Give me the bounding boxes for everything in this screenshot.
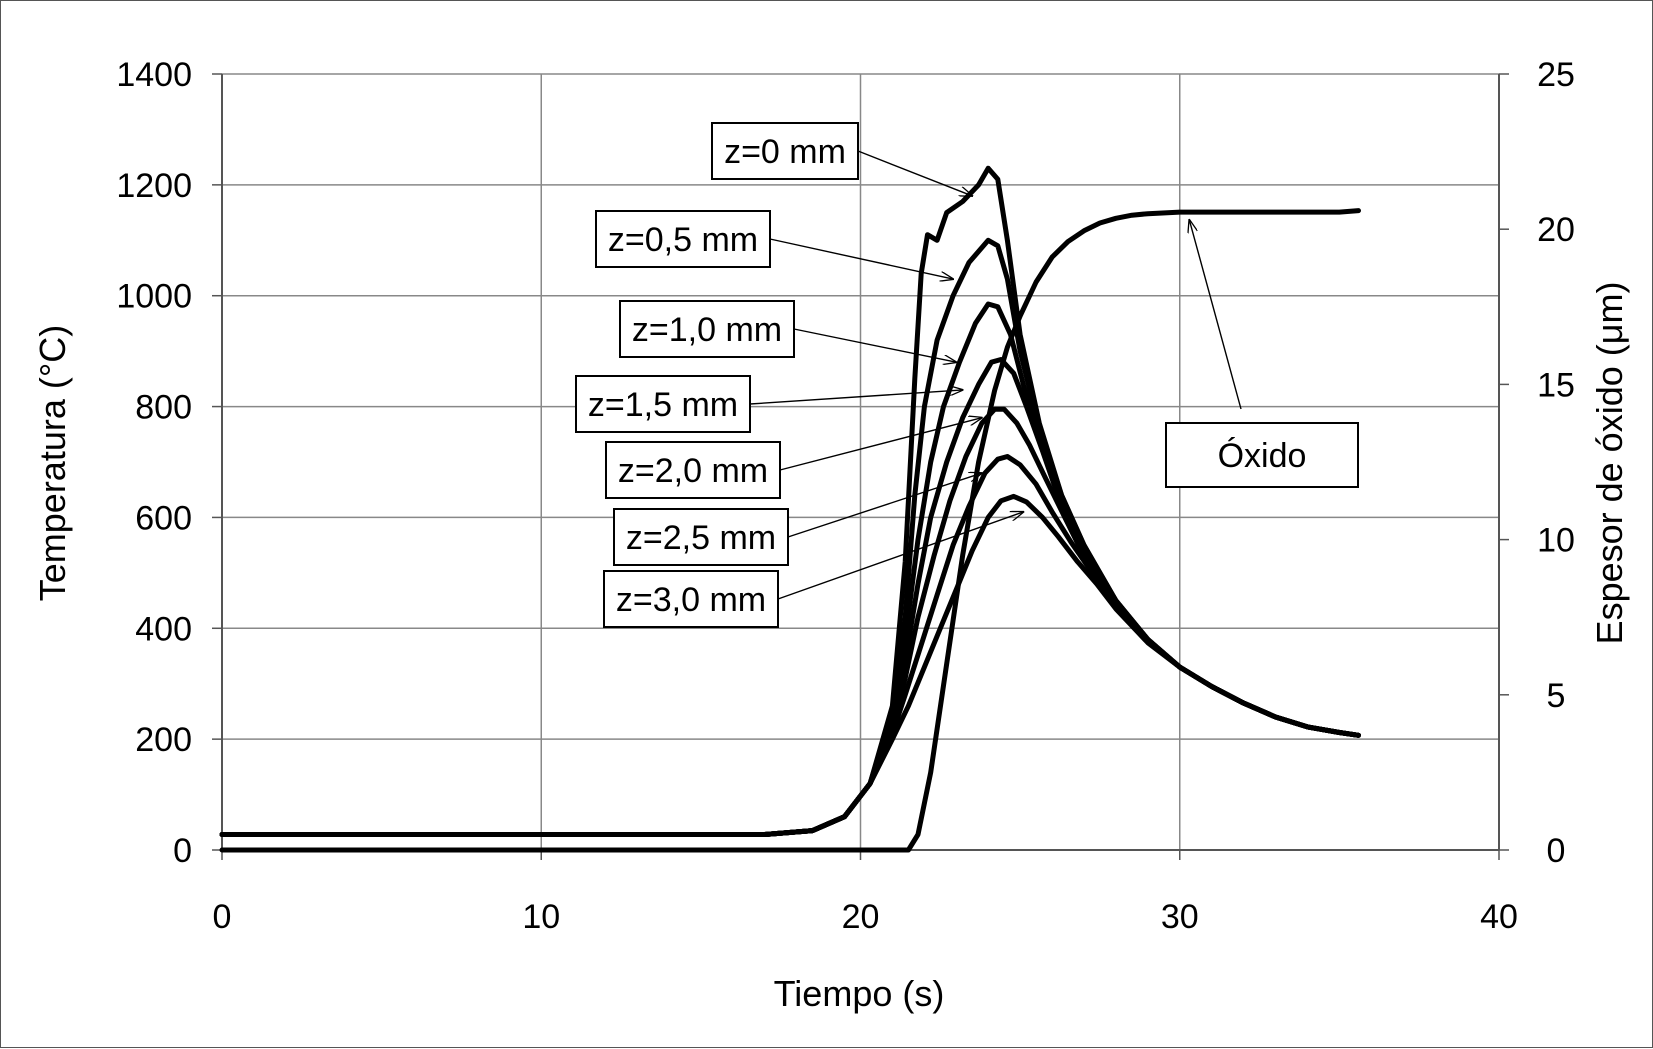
x-tick-label: 30 xyxy=(1161,898,1199,936)
annotation-callout: z=3,0 mm xyxy=(603,512,1023,628)
annotation-callout: z=0,5 mm xyxy=(595,210,953,279)
annotation-arrow xyxy=(769,238,953,279)
y2-tick-label: 5 xyxy=(1547,677,1566,715)
y2-tick-label: 25 xyxy=(1537,56,1575,94)
annotation-label: z=1,0 mm xyxy=(632,311,782,349)
annotation-arrow xyxy=(779,418,982,471)
annotation-callout: z=1,0 mm xyxy=(619,300,956,362)
y-tick-label: 1200 xyxy=(116,167,192,205)
y-axis-label: Temperatura (°C) xyxy=(32,325,73,601)
annotation-box xyxy=(603,570,779,628)
annotation-label: z=3,0 mm xyxy=(616,581,766,619)
annotation-arrow xyxy=(749,390,963,405)
x-tick-label: 40 xyxy=(1480,898,1518,936)
annotation-callout: Óxido xyxy=(1165,220,1359,488)
annotation-label: z=0 mm xyxy=(724,133,846,171)
x-tick-label: 10 xyxy=(522,898,560,936)
series-line-z-1-0-mm xyxy=(219,301,1361,837)
y-tick-label: 0 xyxy=(173,832,192,870)
series-line-z-2-5-mm xyxy=(219,454,1361,837)
x-tick-label: 0 xyxy=(213,898,232,936)
annotation-box xyxy=(711,122,859,180)
annotation-label: z=1,5 mm xyxy=(588,386,738,424)
annotation-arrow xyxy=(777,512,1023,600)
series-line--xido xyxy=(219,208,1361,853)
annotation-box xyxy=(1165,422,1359,488)
annotation-arrow xyxy=(857,150,972,196)
annotation-box xyxy=(575,375,751,433)
series-line-z-3-0-mm xyxy=(219,493,1361,837)
y2-tick-label: 0 xyxy=(1547,832,1566,870)
annotation-label: Óxido xyxy=(1218,437,1307,475)
y-tick-label: 800 xyxy=(135,389,192,427)
y-tick-label: 400 xyxy=(135,610,192,648)
x-axis-label: Tiempo (s) xyxy=(774,973,945,1014)
annotation-box xyxy=(595,210,771,268)
y-tick-label: 200 xyxy=(135,721,192,759)
annotation-box xyxy=(613,508,789,566)
annotation-arrow xyxy=(1189,220,1242,410)
series-lines xyxy=(219,165,1361,853)
series-line-z-0-mm xyxy=(219,165,1361,837)
annotation-callout: z=1,5 mm xyxy=(575,375,963,433)
annotation-arrow xyxy=(793,328,956,362)
annotation-box xyxy=(605,441,781,499)
annotation-callout: z=0 mm xyxy=(711,122,972,196)
annotation-arrow xyxy=(787,473,982,538)
y2-tick-label: 15 xyxy=(1537,366,1575,404)
annotation-label: z=0,5 mm xyxy=(608,221,758,259)
annotation-callout: z=2,0 mm xyxy=(605,418,982,499)
y2-tick-label: 20 xyxy=(1537,211,1575,249)
y-tick-label: 1400 xyxy=(116,56,192,94)
tick-labels: 0 200 400 600 800 1000 1200 1400 0 5 10 15 20 25 0 10 20… xyxy=(116,56,1575,936)
x-tick-label: 20 xyxy=(842,898,880,936)
annotations: z=0 mm z=0,5 mm z=1,0 mm z=1,5 mm z=2,0 mm z=… xyxy=(575,122,1359,628)
y2-axis-label: Espesor de óxido (μm) xyxy=(1589,282,1630,645)
y2-tick-label: 10 xyxy=(1537,522,1575,560)
annotation-label: z=2,5 mm xyxy=(626,519,776,557)
annotation-callout: z=2,5 mm xyxy=(613,473,982,566)
annotation-label: z=2,0 mm xyxy=(618,452,768,490)
y-tick-label: 600 xyxy=(135,499,192,537)
annotation-box xyxy=(619,300,795,358)
y-tick-label: 1000 xyxy=(116,278,192,316)
